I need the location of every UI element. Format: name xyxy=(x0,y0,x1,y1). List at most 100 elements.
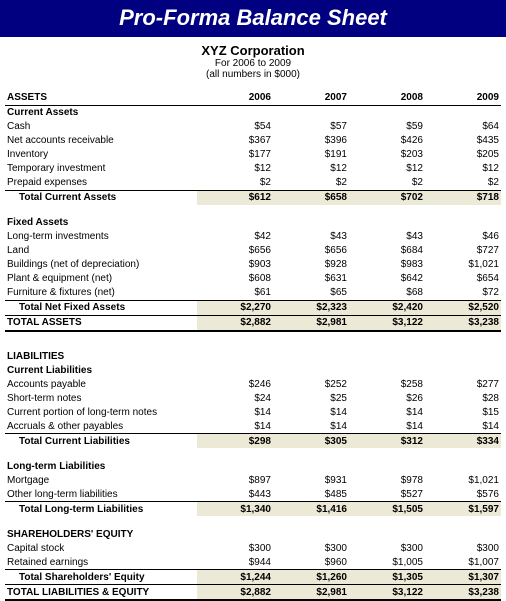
fixed-asset-row: Furniture & fixtures (net)$61$65$68$72 xyxy=(5,286,501,301)
line-item-value: $631 xyxy=(273,272,349,286)
line-item-label: Mortgage xyxy=(5,473,197,487)
line-item-value: $177 xyxy=(197,148,273,162)
current-liabilities-heading: Current Liabilities xyxy=(5,363,501,377)
line-item-value: $43 xyxy=(273,230,349,244)
line-item-value: $608 xyxy=(197,272,273,286)
fixed-asset-row: Long-term investments$42$43$43$46 xyxy=(5,230,501,244)
line-item-value: $1,007 xyxy=(425,555,501,570)
total-assets: TOTAL ASSETS $2,882 $2,981 $3,122 $3,238 xyxy=(5,315,501,331)
line-item-value: $903 xyxy=(197,258,273,272)
line-item-value: $14 xyxy=(197,405,273,419)
line-item-value: $576 xyxy=(425,487,501,502)
header-block: XYZ Corporation For 2006 to 2009 (all nu… xyxy=(0,43,506,80)
current-assets-heading: Current Assets xyxy=(5,105,501,120)
line-item-value: $12 xyxy=(425,162,501,176)
units-line: (all numbers in $000) xyxy=(0,69,506,80)
line-item-value: $14 xyxy=(273,405,349,419)
line-item-label: Short-term notes xyxy=(5,391,197,405)
line-item-label: Furniture & fixtures (net) xyxy=(5,286,197,301)
equity-row: Retained earnings$944$960$1,005$1,007 xyxy=(5,555,501,570)
current-asset-row: Net accounts receivable$367$396$426$435 xyxy=(5,134,501,148)
year-col-0: 2006 xyxy=(197,90,273,105)
liabilities-heading: LIABILITIES xyxy=(5,343,501,364)
total-current-assets: Total Current Assets $612 $658 $702 $718 xyxy=(5,190,501,205)
line-item-value: $928 xyxy=(273,258,349,272)
period-line: For 2006 to 2009 xyxy=(0,58,506,69)
line-item-value: $656 xyxy=(273,244,349,258)
line-item-value: $485 xyxy=(273,487,349,502)
line-item-label: Temporary investment xyxy=(5,162,197,176)
current-asset-row: Inventory$177$191$203$205 xyxy=(5,148,501,162)
line-item-value: $43 xyxy=(349,230,425,244)
current-liability-row: Short-term notes$24$25$26$28 xyxy=(5,391,501,405)
total-fixed-assets: Total Net Fixed Assets $2,270 $2,323 $2,… xyxy=(5,300,501,315)
line-item-value: $656 xyxy=(197,244,273,258)
line-item-value: $12 xyxy=(273,162,349,176)
total-current-liabilities: Total Current Liabilities $298 $305 $312… xyxy=(5,434,501,449)
line-item-value: $57 xyxy=(273,120,349,134)
line-item-value: $983 xyxy=(349,258,425,272)
line-item-value: $1,021 xyxy=(425,258,501,272)
line-item-label: Long-term investments xyxy=(5,230,197,244)
line-item-value: $277 xyxy=(425,377,501,391)
year-col-2: 2008 xyxy=(349,90,425,105)
line-item-value: $14 xyxy=(349,419,425,434)
line-item-value: $12 xyxy=(197,162,273,176)
current-liability-row: Current portion of long-term notes$14$14… xyxy=(5,405,501,419)
line-item-label: Plant & equipment (net) xyxy=(5,272,197,286)
line-item-label: Other long-term liabilities xyxy=(5,487,197,502)
line-item-value: $203 xyxy=(349,148,425,162)
line-item-label: Accounts payable xyxy=(5,377,197,391)
line-item-value: $897 xyxy=(197,473,273,487)
line-item-value: $61 xyxy=(197,286,273,301)
line-item-value: $1,021 xyxy=(425,473,501,487)
line-item-value: $15 xyxy=(425,405,501,419)
line-item-value: $2 xyxy=(425,176,501,191)
total-equity: Total Shareholders' Equity $1,244 $1,260… xyxy=(5,570,501,585)
line-item-value: $396 xyxy=(273,134,349,148)
line-item-value: $59 xyxy=(349,120,425,134)
line-item-value: $2 xyxy=(197,176,273,191)
line-item-value: $944 xyxy=(197,555,273,570)
line-item-label: Accruals & other payables xyxy=(5,419,197,434)
line-item-label: Land xyxy=(5,244,197,258)
line-item-value: $2 xyxy=(273,176,349,191)
line-item-value: $68 xyxy=(349,286,425,301)
longterm-liability-row: Other long-term liabilities$443$485$527$… xyxy=(5,487,501,502)
line-item-label: Current portion of long-term notes xyxy=(5,405,197,419)
line-item-value: $12 xyxy=(349,162,425,176)
line-item-value: $300 xyxy=(273,541,349,555)
line-item-value: $684 xyxy=(349,244,425,258)
assets-heading: ASSETS xyxy=(5,90,197,105)
line-item-value: $2 xyxy=(349,176,425,191)
line-item-value: $931 xyxy=(273,473,349,487)
title-bar: Pro-Forma Balance Sheet xyxy=(0,0,506,37)
line-item-value: $300 xyxy=(425,541,501,555)
line-item-value: $25 xyxy=(273,391,349,405)
line-item-label: Inventory xyxy=(5,148,197,162)
line-item-value: $26 xyxy=(349,391,425,405)
longterm-liability-row: Mortgage$897$931$978$1,021 xyxy=(5,473,501,487)
line-item-value: $960 xyxy=(273,555,349,570)
current-asset-row: Cash$54$57$59$64 xyxy=(5,120,501,134)
equity-row: Capital stock$300$300$300$300 xyxy=(5,541,501,555)
line-item-value: $14 xyxy=(425,419,501,434)
line-item-value: $54 xyxy=(197,120,273,134)
year-col-3: 2009 xyxy=(425,90,501,105)
total-liabilities-equity: TOTAL LIABILITIES & EQUITY $2,882 $2,981… xyxy=(5,585,501,601)
line-item-value: $191 xyxy=(273,148,349,162)
line-item-value: $42 xyxy=(197,230,273,244)
line-item-value: $14 xyxy=(273,419,349,434)
line-item-value: $258 xyxy=(349,377,425,391)
line-item-value: $252 xyxy=(273,377,349,391)
current-liability-row: Accruals & other payables$14$14$14$14 xyxy=(5,419,501,434)
line-item-label: Net accounts receivable xyxy=(5,134,197,148)
line-item-value: $46 xyxy=(425,230,501,244)
line-item-value: $72 xyxy=(425,286,501,301)
line-item-value: $426 xyxy=(349,134,425,148)
line-item-value: $28 xyxy=(425,391,501,405)
year-header-row: ASSETS 2006 2007 2008 2009 xyxy=(5,90,501,105)
line-item-label: Cash xyxy=(5,120,197,134)
line-item-value: $24 xyxy=(197,391,273,405)
line-item-value: $300 xyxy=(349,541,425,555)
